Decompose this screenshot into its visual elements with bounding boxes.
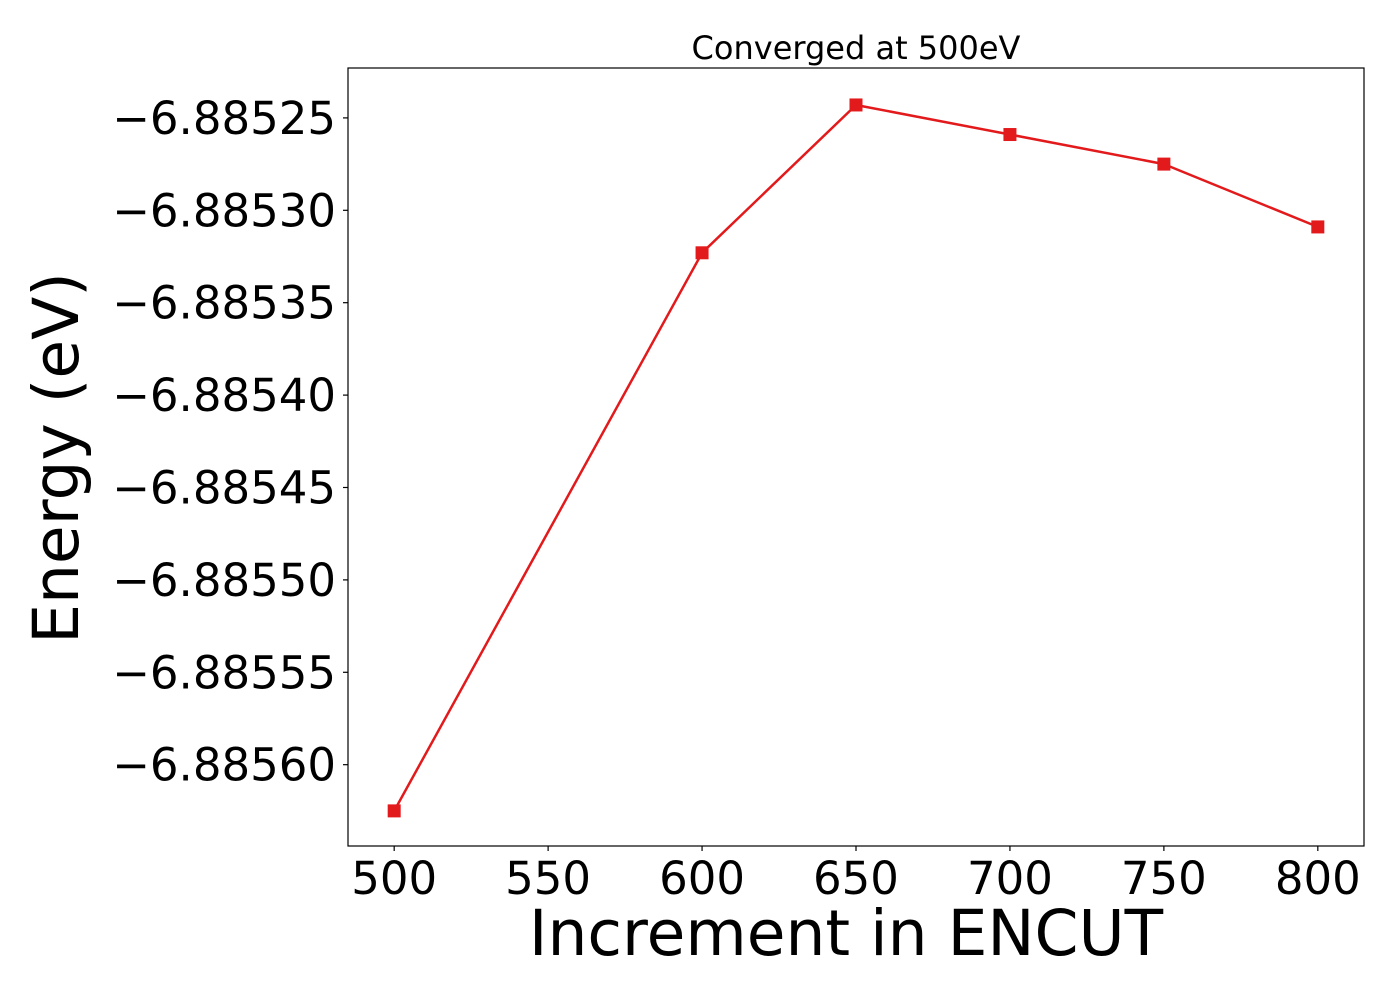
x-tick-label: 600: [659, 852, 745, 905]
series-line: [393, 103, 1319, 812]
y-axis-ticks: −6.88560 −6.88555 −6.88550 −6.88545 −6.88540…: [112, 92, 348, 792]
series-layer: [387, 98, 1325, 818]
y-tick-label: −6.88525: [112, 92, 336, 145]
x-tick-label: 500: [351, 852, 437, 905]
x-tick-label: 700: [967, 852, 1053, 905]
data-point-marker: [1157, 157, 1171, 171]
y-tick-label: −6.88535: [112, 277, 336, 330]
x-tick-label: 550: [505, 852, 591, 905]
y-tick-label: −6.88560: [112, 739, 336, 792]
x-axis-title: Increment in ENCUT: [529, 897, 1164, 970]
data-point-marker: [695, 246, 709, 260]
y-tick-label: −6.88540: [112, 369, 336, 422]
data-point-marker: [849, 98, 863, 112]
y-tick-label: −6.88530: [112, 184, 336, 237]
x-tick-label: 750: [1121, 852, 1207, 905]
y-tick-label: −6.88550: [112, 554, 336, 607]
y-tick-label: −6.88545: [112, 461, 336, 514]
data-point-marker: [387, 804, 401, 818]
x-axis-ticks: 500 550 600 650 700 750 800: [351, 846, 1361, 905]
chart-title: Converged at 500eV: [692, 29, 1021, 67]
data-point-marker: [1311, 220, 1325, 234]
y-tick-label: −6.88555: [112, 646, 336, 699]
data-point-marker: [1003, 128, 1017, 142]
y-axis-title: Energy (eV): [20, 272, 93, 644]
x-tick-label: 650: [813, 852, 899, 905]
x-tick-label: 800: [1275, 852, 1361, 905]
